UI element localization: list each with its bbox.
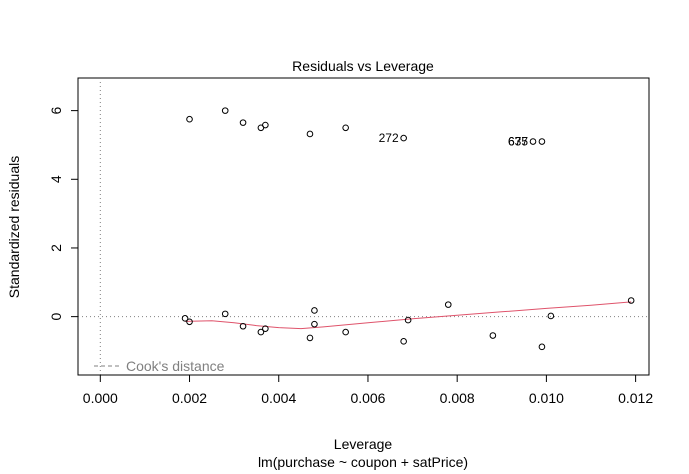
plot-frame [77,77,650,376]
x-tick-label: 0.004 [261,390,296,406]
data-point [186,115,193,123]
data-point [306,130,314,138]
data-point [262,121,269,129]
data-point [239,322,247,330]
y-axis: 0 2 4 6 [48,107,79,321]
data-point [444,301,452,308]
data-point [311,320,318,328]
x-axis: 0.000 0.002 0.004 0.006 0.008 0.010 0.012 [83,374,653,406]
point-label: 635 [508,135,528,149]
data-point [529,138,537,145]
y-axis-label: Standardized residuals [6,156,22,298]
x-tick-label: 0.008 [440,390,475,406]
data-point [627,297,635,304]
x-tick-label: 0.002 [172,390,207,406]
point-label: 677 [508,135,528,149]
data-point [489,332,497,339]
legend-cooks-distance: Cook's distance [126,358,225,374]
y-tick-label: 0 [48,313,64,321]
data-point [547,312,555,320]
data-point [181,315,189,322]
data-point [311,307,318,314]
data-point [306,334,314,342]
smooth-line-layer [185,301,632,330]
point-label: 272 [379,131,399,145]
chart-title: Residuals vs Leverage [292,58,434,74]
x-tick-label: 0.012 [618,390,653,406]
y-tick-label: 6 [48,107,64,115]
data-point [400,338,407,345]
data-point [262,325,269,332]
y-tick-label: 4 [48,175,64,183]
x-tick-label: 0.000 [83,390,118,406]
data-point [404,316,412,324]
data-point [538,343,546,351]
x-tick-label: 0.006 [350,390,385,406]
reference-lines [78,78,649,375]
x-axis-subtitle: lm(purchase ~ coupon + satPrice) [258,454,468,470]
x-axis-label: Leverage [334,436,393,452]
smooth-line [185,301,632,330]
data-point [221,310,229,318]
data-point [400,134,407,142]
data-point [186,318,193,326]
x-tick-label: 0.010 [529,390,564,406]
data-point [221,107,229,114]
data-point [538,138,546,145]
y-tick-label: 2 [48,244,64,252]
legend: Cook's distance [94,358,225,374]
points-layer [181,107,635,351]
data-point [257,328,265,336]
data-point [342,328,349,336]
data-point [342,124,349,132]
data-point [239,119,247,126]
